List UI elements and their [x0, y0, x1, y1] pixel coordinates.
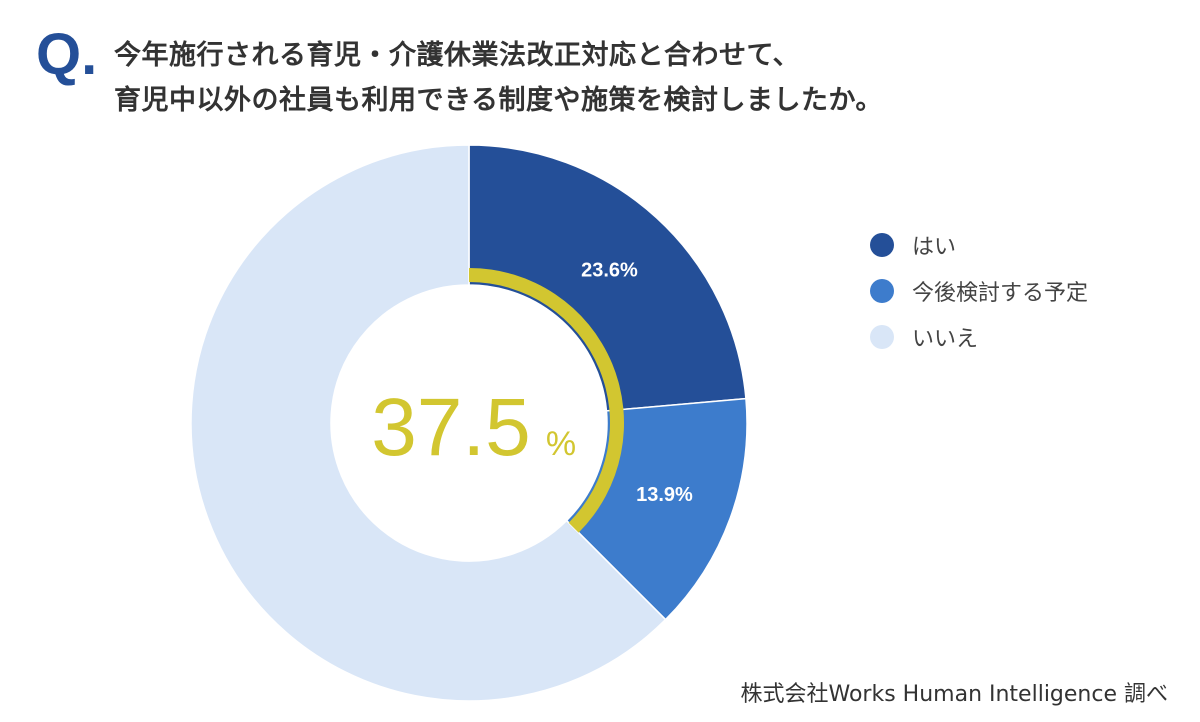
legend-swatch-yes	[870, 233, 894, 257]
legend-label-planning: 今後検討する予定	[912, 281, 1089, 306]
legend-swatch-planning	[870, 279, 894, 303]
slice-yes	[468, 144, 747, 412]
legend-item-yes: はい	[870, 222, 1088, 268]
legend-item-planning: 今後検討する予定	[870, 268, 1088, 314]
slice-label-yes: 23.6%	[581, 260, 638, 282]
legend: はい 今後検討する予定 いいえ	[870, 222, 1088, 360]
question-mark: Q.	[36, 22, 98, 87]
slice-no	[190, 144, 667, 702]
legend-swatch-no	[870, 325, 894, 349]
question-text: 今年施行される育児・介護休業法改正対応と合わせて、 育児中以外の社員も利用できる…	[114, 33, 883, 123]
source-credit: 株式会社Works Human Intelligence 調べ	[740, 682, 1169, 707]
question-line-1: 今年施行される育児・介護休業法改正対応と合わせて、	[114, 40, 801, 71]
slice-label-planning: 13.9%	[636, 484, 693, 506]
legend-label-yes: はい	[912, 235, 957, 260]
highlight-ring	[469, 268, 624, 533]
slice-label-no: 62.5%	[248, 493, 305, 515]
legend-label-no: いいえ	[912, 327, 979, 352]
question-line-2: 育児中以外の社員も利用できる制度や施策を検討しましたか。	[114, 85, 883, 116]
center-value: 37.5	[371, 382, 531, 473]
center-unit: %	[546, 425, 576, 463]
legend-item-no: いいえ	[870, 314, 1088, 360]
